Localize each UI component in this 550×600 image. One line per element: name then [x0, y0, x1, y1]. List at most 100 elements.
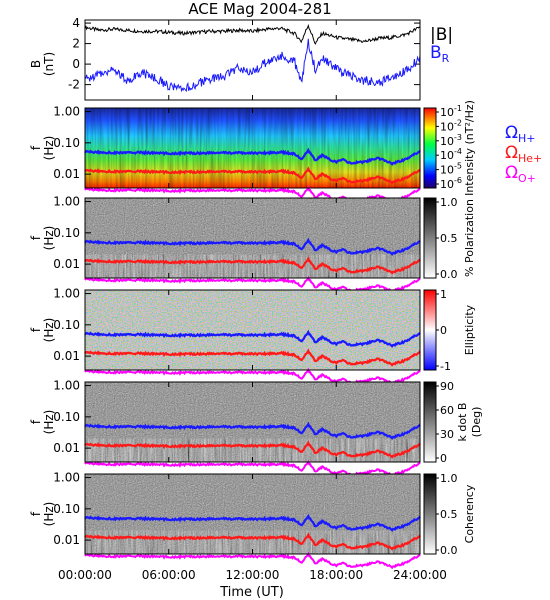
legend-ion-symbol: Ω — [505, 143, 518, 163]
kdotb-colorbar — [423, 381, 437, 463]
legend-ion-sub: H+ — [518, 132, 536, 145]
field-ytick-label: 2 — [72, 37, 80, 51]
intensity-colorbar-tick-base: 10 — [440, 135, 454, 148]
coherency-colorbar — [423, 473, 437, 555]
ellipticity-colorbar-tick-base: 1 — [440, 288, 447, 301]
polarization-colorbar-tick-base: 0.0 — [440, 268, 458, 281]
intensity-colorbar-tick-base: 10 — [440, 149, 454, 162]
intensity-ylabel-2: (Hz) — [42, 136, 56, 161]
polarization-gyro-he — [84, 256, 421, 275]
intensity-colorbar-tick-base: 10 — [440, 106, 454, 119]
coherency-colorbar-label: Coherency — [463, 484, 476, 543]
intensity-colorbar-tick-exp: -6 — [454, 176, 462, 185]
kdotb-colorbar-tick-base: 60 — [440, 404, 454, 417]
legend-field-b: |B| — [430, 25, 453, 45]
legend-field-br-main: B — [430, 43, 442, 63]
kdotb-colorbar-tick-label: 60 — [440, 404, 454, 417]
ellipticity-gyro-h — [84, 329, 421, 348]
intensity-colorbar-tick-label: 10-1 — [440, 104, 462, 119]
coherency-gyro-o — [84, 551, 421, 570]
legend-field-br-sub: R — [442, 52, 450, 65]
panel-polarization: f (Hz) 1.00 0.10 0.01 1.0 0.5 0.0 % Polarization — [29, 195, 476, 294]
field-series-b-total — [84, 23, 421, 45]
kdotb-colorbar-tick-label: 90 — [440, 380, 454, 393]
x-tick-label: 18:00:00 — [309, 568, 363, 582]
coherency-colorbar-tick-label: 0.0 — [440, 544, 458, 557]
kdotb-ytick-label: 0.10 — [53, 410, 80, 424]
coherency-colorbar-tick-base: 0.5 — [440, 508, 458, 521]
legend-field-br: BR — [430, 43, 450, 65]
intensity-colorbar-tick-exp: -4 — [454, 147, 462, 156]
field-series — [84, 23, 421, 93]
kdotb-ytick-label: 0.01 — [53, 441, 80, 455]
spectral-panels: f (Hz)1.000.100.0110-110-210-310-410-510-… — [29, 100, 542, 570]
field-ylabel-2: (nT) — [42, 52, 56, 76]
ellipticity-colorbar-tick-base: -1 — [440, 360, 451, 373]
ellipticity-colorbar-tick-label: 1 — [440, 288, 447, 301]
coherency-ylabel-2: (Hz) — [42, 502, 56, 527]
ellipticity-gyro-he — [84, 348, 421, 367]
intensity-colorbar-tick-label: 10-5 — [440, 162, 462, 177]
panel-ellipticity: f (Hz) 1.00 0.10 0.01 1 0 -1 Ellipticity — [29, 287, 476, 386]
kdotb-colorbar-tick-base: 90 — [440, 380, 454, 393]
panel-intensity: f (Hz)1.000.100.0110-110-210-310-410-510-… — [29, 100, 542, 204]
coherency-ytick-label: 1.00 — [53, 471, 80, 485]
legend-ion-1: ΩHe+ — [505, 143, 542, 165]
intensity-gyro-he — [84, 166, 421, 185]
legend-ion-0: ΩH+ — [505, 123, 536, 145]
ellipticity-colorbar-label: Ellipticity — [463, 304, 476, 355]
intensity-ytick-label: 1.00 — [53, 105, 80, 119]
coherency-colorbar-tick-label: 1.0 — [440, 472, 458, 485]
x-tick-label: 00:00:00 — [58, 568, 112, 582]
x-tick-label: 12:00:00 — [226, 568, 280, 582]
kdotb-gyro-o — [84, 459, 421, 478]
coherency-colorbar-tick-base: 0.0 — [440, 544, 458, 557]
field-ytick-label: -2 — [68, 78, 80, 92]
intensity-colorbar-tick-exp: -2 — [454, 118, 462, 127]
kdotb-colorbar-tick-label: 30 — [440, 428, 454, 441]
intensity-ylabel-1: f — [29, 145, 43, 150]
x-tick-label: 06:00:00 — [142, 568, 196, 582]
polarization-colorbar-tick-base: 0.5 — [440, 232, 458, 245]
x-axis-label: Time (UT) — [219, 585, 284, 600]
coherency-colorbar-tick-base: 1.0 — [440, 472, 458, 485]
legend-ion-sub: He+ — [518, 152, 542, 165]
coherency-ytick-label: 0.10 — [53, 502, 80, 516]
ellipticity-ytick-label: 0.01 — [53, 349, 80, 363]
intensity-colorbar — [423, 107, 437, 189]
polarization-gyro-o — [84, 275, 421, 294]
ellipticity-colorbar-tick-label: 0 — [440, 324, 447, 337]
ellipticity-ytick-label: 0.10 — [53, 318, 80, 332]
ellipticity-colorbar-tick-base: 0 — [440, 324, 447, 337]
intensity-colorbar-label: Intensity (nT²/Hz) — [463, 100, 476, 196]
intensity-ytick-label: 0.01 — [53, 167, 80, 181]
intensity-ytick-label: 0.10 — [53, 136, 80, 150]
ellipticity-ylabel-1: f — [29, 327, 43, 332]
field-ylabel-1: B — [29, 60, 43, 68]
polarization-colorbar — [423, 197, 437, 279]
panel-kdotb: f (Hz) 1.00 0.10 0.01 90 60 30 0 k dot B (Deg) — [29, 379, 483, 478]
field-ytick-label: 0 — [72, 57, 80, 71]
kdotb-ylabel-2: (Hz) — [42, 410, 56, 435]
field-ytick-labels: 4 2 0 -2 — [68, 16, 420, 92]
ellipticity-texture — [85, 290, 420, 370]
intensity-colorbar-tick-label: 10-3 — [440, 133, 462, 148]
kdotb-colorbar-tick-base: 30 — [440, 428, 454, 441]
kdotb-ylabel-1: f — [29, 419, 43, 424]
intensity-colorbar-tick-base: 10 — [440, 120, 454, 133]
polarization-colorbar-tick-label: 1.0 — [440, 196, 458, 209]
coherency-gyro-h — [84, 513, 421, 532]
legend-ion-sub: O+ — [518, 172, 536, 185]
intensity-colorbar-tick-base: 10 — [440, 164, 454, 177]
kdotb-colorbar-label: k dot B — [456, 403, 469, 442]
x-tick-label: 24:00:00 — [393, 568, 447, 582]
intensity-colorbar-tick-exp: -3 — [454, 133, 462, 142]
coherency-colorbar-tick-label: 0.5 — [440, 508, 458, 521]
kdotb-colorbar-tick-label: 0 — [440, 452, 447, 465]
intensity-colorbar-tick-exp: -5 — [454, 162, 462, 171]
intensity-colorbar-tick-label: 10-2 — [440, 118, 462, 133]
panel-coherency: f (Hz) 1.00 0.10 0.01 1.0 0.5 0.0 Coherency — [29, 471, 476, 570]
ellipticity-colorbar-tick-label: -1 — [440, 360, 451, 373]
kdotb-ytick-label: 1.00 — [53, 379, 80, 393]
